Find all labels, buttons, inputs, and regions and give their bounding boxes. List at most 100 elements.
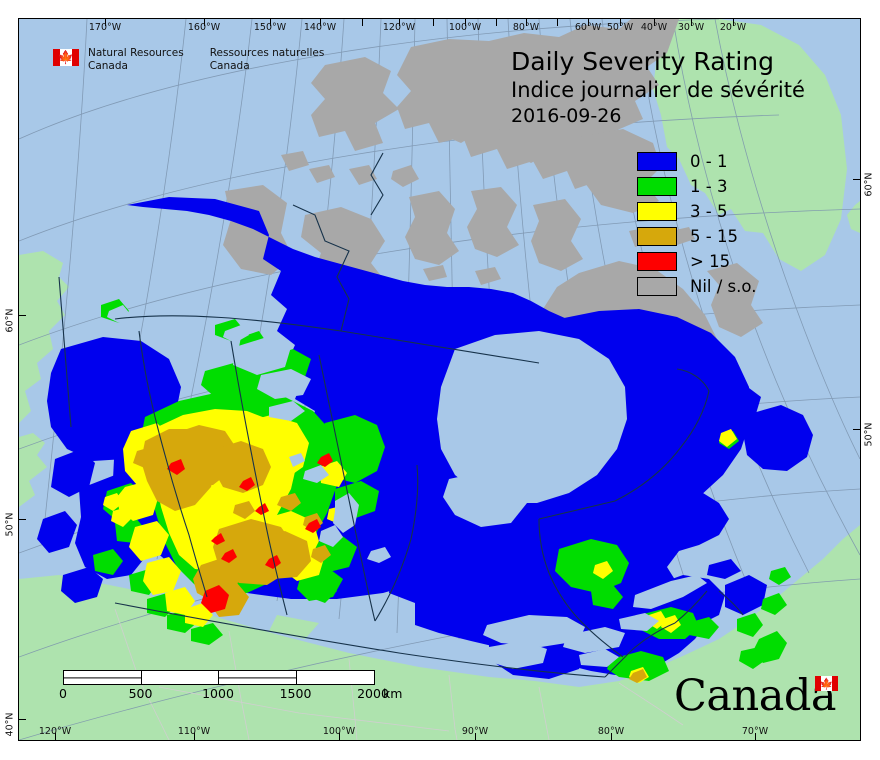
axis-label-bottom: 110°W xyxy=(177,726,211,737)
scale-bar-segment xyxy=(141,671,219,684)
axis-label-top: 140°W xyxy=(303,22,337,33)
axis-tick-top xyxy=(465,19,466,26)
map-frame: 🍁 Natural Resources Canada Ressources na… xyxy=(5,18,875,741)
legend-label: > 15 xyxy=(690,251,731,271)
axis-label-bottom: 90°W xyxy=(461,726,489,737)
axis-tick-right xyxy=(853,429,860,430)
axis-label-right: 60°N xyxy=(863,172,875,197)
axis-label-right: 50°N xyxy=(863,422,875,447)
scale-bar-unit: km xyxy=(383,686,403,701)
scale-bar-tick-label: 1500 xyxy=(279,686,312,701)
axis-tick-top xyxy=(105,19,106,26)
axis-tick-top xyxy=(733,19,734,26)
james-bay xyxy=(443,471,527,527)
legend-row: > 15 xyxy=(637,249,756,273)
canada-flag-icon: 🍁 xyxy=(53,49,79,66)
title-block: Daily Severity Rating Indice journalier … xyxy=(511,47,805,129)
foreign-land-layer xyxy=(19,19,860,740)
axis-tick-bottom xyxy=(194,733,195,740)
borders-layer xyxy=(58,152,744,678)
axis-tick-top xyxy=(399,19,400,26)
signature-en: Natural Resources Canada xyxy=(88,47,184,72)
axis-label-left: 60°N xyxy=(4,308,16,333)
axis-tick-top xyxy=(620,19,621,26)
axis-tick-top xyxy=(496,19,497,26)
scale-bar-segment xyxy=(219,671,297,684)
axis-tick-right xyxy=(853,179,860,180)
legend-swatch xyxy=(637,201,677,221)
legend: 0 - 1 1 - 3 3 - 5 5 - 15 > 15 Nil / s.o. xyxy=(637,149,756,299)
axis-label-top: 100°W xyxy=(448,22,482,33)
scale-bar-tick-label: 0 xyxy=(59,686,67,701)
axis-label-top: 60°W xyxy=(574,22,602,33)
axis-tick-bottom xyxy=(55,733,56,740)
legend-label: 5 - 15 xyxy=(690,226,738,246)
axis-tick-top xyxy=(270,19,271,26)
hudson-bay xyxy=(437,331,627,503)
axis-label-bottom: 80°W xyxy=(597,726,625,737)
legend-row: 0 - 1 xyxy=(637,149,756,173)
legend-label: Nil / s.o. xyxy=(690,276,757,296)
axis-tick-top xyxy=(588,19,589,26)
scale-bar-tick-label: 500 xyxy=(128,686,153,701)
axis-label-top: 160°W xyxy=(187,22,221,33)
axis-label-top: 150°W xyxy=(253,22,287,33)
axis-label-top: 120°W xyxy=(382,22,416,33)
axis-label-top: 50°W xyxy=(606,22,634,33)
map-date: 2016-09-26 xyxy=(511,105,622,127)
legend-label: 0 - 1 xyxy=(690,151,728,171)
map-title-fr: Indice journalier de sévérité xyxy=(511,78,805,102)
axis-label-top: 170°W xyxy=(88,22,122,33)
scale-bar-segments xyxy=(63,670,375,685)
axis-tick-top xyxy=(557,19,558,26)
axis-label-top: 80°W xyxy=(512,22,540,33)
scale-bar-tick-label: 2000 xyxy=(357,686,389,701)
legend-row: 3 - 5 xyxy=(637,199,756,223)
axis-tick-bottom xyxy=(755,733,756,740)
canada-dsr-map xyxy=(19,19,860,740)
legend-row: 5 - 15 xyxy=(637,224,756,248)
scale-bar-segment xyxy=(64,671,142,684)
axis-tick-bottom xyxy=(339,733,340,740)
legend-row: Nil / s.o. xyxy=(637,274,756,298)
axis-tick-top xyxy=(362,19,363,26)
legend-swatch xyxy=(637,276,677,296)
lakes-layer xyxy=(107,305,707,669)
canada-wordmark: Canada 🍁 xyxy=(674,675,838,718)
axis-label-top: 30°W xyxy=(677,22,705,33)
axis-tick-top xyxy=(204,19,205,26)
scale-bar-tick-label: 1000 xyxy=(202,686,234,701)
axis-label-bottom: 100°W xyxy=(322,726,356,737)
axis-tick-top xyxy=(320,19,321,26)
canada-flag-icon: 🍁 xyxy=(815,676,838,691)
axis-label-bottom: 70°W xyxy=(741,726,769,737)
axis-tick-bottom xyxy=(611,733,612,740)
axis-tick-top xyxy=(691,19,692,26)
axis-tick-top xyxy=(526,19,527,26)
nrcan-signature: 🍁 Natural Resources Canada Ressources na… xyxy=(53,47,324,73)
map-canvas xyxy=(19,19,860,740)
legend-swatch xyxy=(637,251,677,271)
axis-tick-left xyxy=(19,719,26,720)
legend-swatch xyxy=(637,226,677,246)
wordmark-text: Canada xyxy=(673,671,837,721)
legend-label: 1 - 3 xyxy=(690,176,728,196)
axis-label-left: 50°N xyxy=(4,512,16,537)
axis-tick-top xyxy=(654,19,655,26)
scale-bar-labels: 0 500 1000 1500 2000 km xyxy=(59,686,402,702)
axis-label-top: 40°W xyxy=(640,22,668,33)
legend-swatch xyxy=(637,151,677,171)
map-title-en: Daily Severity Rating xyxy=(511,47,775,76)
legend-row: 1 - 3 xyxy=(637,174,756,198)
axis-tick-left xyxy=(19,315,26,316)
dsr-class-gt15-layer xyxy=(167,453,333,613)
axis-label-left: 40°N xyxy=(4,712,16,737)
axis-label-bottom: 120°W xyxy=(38,726,72,737)
signature-fr: Ressources naturelles Canada xyxy=(209,47,325,72)
axis-label-top: 20°W xyxy=(719,22,747,33)
scale-bar-segment xyxy=(296,671,374,684)
axis-tick-left xyxy=(19,519,26,520)
axis-tick-bottom xyxy=(475,733,476,740)
axis-tick-top xyxy=(433,19,434,26)
